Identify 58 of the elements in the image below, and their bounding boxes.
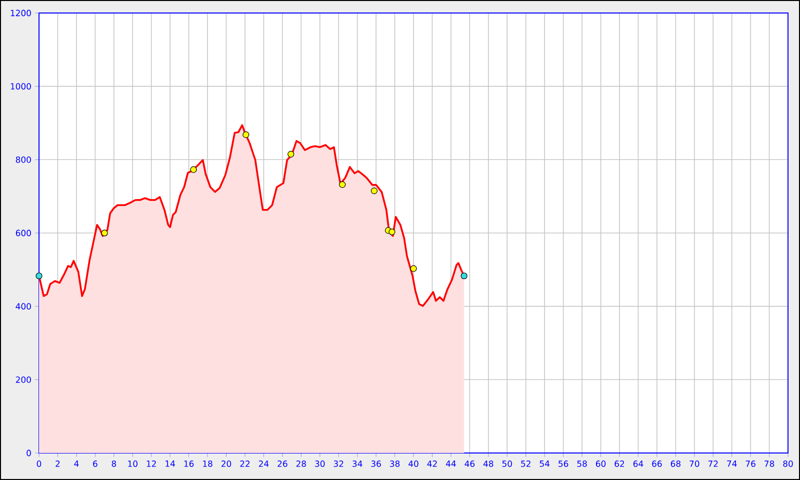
x-tick-label: 24 [258, 460, 269, 467]
point [410, 265, 417, 272]
x-tick-label: 56 [558, 460, 568, 467]
point [388, 228, 396, 236]
x-tick-label: 80 [783, 460, 793, 467]
y-tick-label: 1000 [10, 83, 31, 90]
x-tick-label: 2 [56, 460, 60, 467]
x-tick-label: 38 [390, 460, 400, 467]
x-tick-label: 36 [371, 460, 381, 467]
x-tick-label: 26 [278, 460, 288, 467]
x-tick-label: 42 [427, 460, 437, 467]
y-tick-label: 600 [16, 230, 31, 236]
x-tick-label: 60 [596, 460, 606, 467]
x-tick-label: 8 [112, 460, 116, 467]
point [339, 181, 346, 188]
x-tick-label: 54 [540, 460, 550, 467]
y-tick-label: 0 [26, 450, 31, 456]
point [370, 188, 378, 194]
point [101, 230, 108, 236]
x-tick-label: 66 [652, 460, 662, 467]
x-tick-label: 20 [221, 460, 232, 467]
x-tick-label: 28 [296, 460, 306, 467]
x-tick-label: 14 [166, 460, 175, 467]
x-tick-label: 74 [727, 460, 737, 467]
y-tick-label: 800 [16, 156, 31, 163]
x-tick-label: 10 [128, 460, 138, 467]
x-tick-label: 18 [203, 460, 212, 467]
x-tick-label: 32 [334, 460, 344, 467]
x-tick-label: 34 [352, 460, 362, 467]
x-tick-label: 62 [614, 460, 624, 467]
x-tick-label: 40 [408, 460, 418, 467]
x-tick-label: 52 [521, 460, 530, 467]
x-tick-label: 0 [36, 460, 42, 467]
x-tick-label: 44 [446, 460, 456, 467]
x-tick-label: 50 [502, 460, 512, 467]
x-tick-label: 6 [93, 460, 98, 467]
x-tick-label: 46 [464, 460, 475, 467]
x-tick-label: 12 [146, 460, 156, 467]
x-tick-label: 72 [708, 460, 718, 467]
x-tick-label: 78 [764, 460, 774, 467]
x-tick-label: 76 [746, 460, 756, 467]
point [288, 150, 294, 158]
x-tick-label: 22 [240, 460, 250, 467]
y-tick-label: 200 [16, 376, 31, 383]
x-tick-label: 16 [184, 460, 194, 467]
x-tick-label: 58 [577, 460, 587, 467]
x-tick-label: 64 [633, 460, 644, 467]
point [242, 131, 250, 138]
x-tick-label: 48 [483, 460, 494, 467]
point [190, 166, 197, 173]
y-tick-label: 400 [16, 303, 31, 310]
x-tick-label: 4 [74, 460, 79, 467]
point [36, 272, 42, 280]
x-tick-label: 70 [690, 460, 700, 467]
y-tick-label: 1200 [10, 10, 31, 16]
point [460, 272, 468, 280]
x-tick-label: 68 [670, 460, 680, 467]
x-tick-label: 30 [315, 460, 325, 467]
